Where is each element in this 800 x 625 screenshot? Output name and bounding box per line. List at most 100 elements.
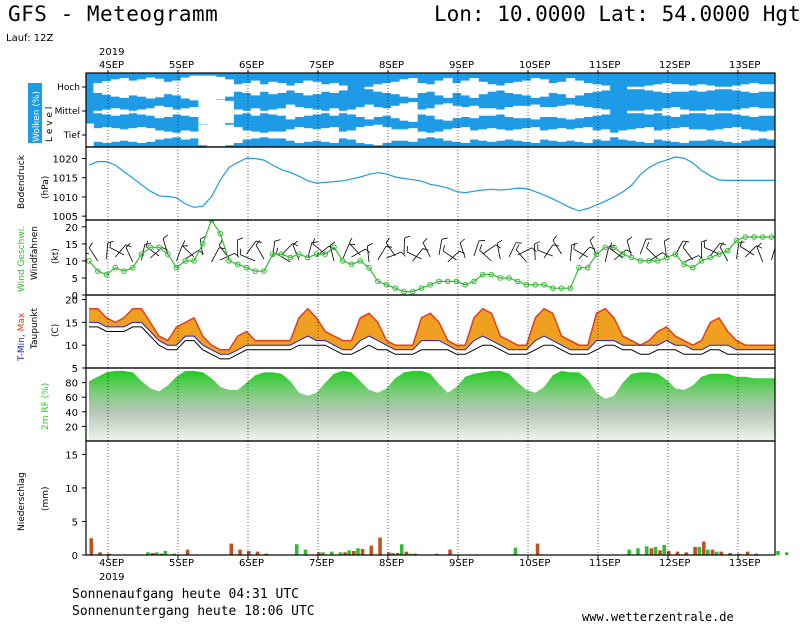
cloud-cell-mittel	[364, 104, 374, 120]
precip-bar-convective	[658, 550, 662, 555]
wind-speed-point	[234, 261, 241, 268]
wind-barb-feather	[292, 240, 298, 246]
cloud-cell-tief	[93, 128, 103, 142]
cloud-cell-hoch	[662, 83, 672, 93]
cloud-cell-mittel	[522, 105, 532, 119]
precip-bar-convective	[98, 552, 102, 555]
cloud-cell-hoch	[215, 76, 226, 100]
cloud-cell-mittel	[487, 108, 497, 116]
wind-speed-point	[348, 261, 355, 268]
cloud-cell-mittel	[154, 105, 164, 119]
wind-speed-point	[479, 271, 486, 278]
day-label-bottom: 10SEP	[519, 558, 550, 569]
cloud-cell-mittel	[338, 110, 348, 114]
precip-bar-large-scale	[434, 553, 439, 555]
wind-speed-point	[182, 258, 189, 264]
cloud-cell-mittel	[530, 104, 541, 120]
cloud-cell-tief	[259, 132, 269, 138]
cloud-cell-hoch	[434, 80, 444, 96]
day-label-bottom: 6SEP	[239, 558, 264, 569]
wind-barb-feather	[646, 242, 650, 248]
precip-bar-large-scale	[321, 552, 325, 555]
wind-speed-point	[252, 268, 259, 274]
precip-bar-large-scale	[303, 549, 308, 555]
cloud-cell-mittel	[434, 104, 444, 120]
cloud-cell-tief	[565, 129, 576, 141]
cloud-cell-tief	[425, 132, 436, 138]
wind-barb-feather	[234, 252, 240, 258]
cloud-cell-mittel	[705, 109, 716, 115]
cloud-axis-label: Wolken (%)	[32, 91, 42, 142]
wind-speed-point	[261, 268, 267, 274]
wind-barb-feather	[552, 235, 557, 241]
cloud-cell-hoch	[242, 83, 252, 93]
cloud-cell-hoch	[574, 80, 584, 96]
cloud-cell-hoch	[268, 81, 278, 95]
cloud-cell-tief	[688, 129, 698, 141]
wind-speed-point	[436, 278, 442, 285]
wind-speed-point	[226, 258, 232, 264]
precip-bar-large-scale	[706, 549, 710, 555]
cloud-cell-hoch	[399, 79, 409, 97]
cloud-cell-mittel	[285, 104, 296, 120]
cloud-cell-tief	[294, 127, 304, 143]
wind-barb	[744, 245, 757, 258]
precip-bar-convective	[728, 552, 732, 555]
day-label-top: 12SEP	[659, 60, 690, 71]
cloud-cell-mittel	[128, 110, 138, 114]
pressure-tick-label: 1020	[53, 155, 78, 166]
wind-speed-point	[138, 251, 145, 257]
cloud-cell-mittel	[425, 108, 436, 116]
temperature-axis-label: T-Min, Max	[17, 312, 27, 362]
wind-speed-point	[742, 234, 749, 240]
cloud-cell-hoch	[408, 78, 418, 98]
pressure-tick-label: 1015	[53, 174, 78, 185]
wind-barb	[578, 246, 591, 260]
wind-tick-label: 15	[65, 240, 78, 251]
humidity-area	[89, 370, 775, 441]
wind-barb-feather	[682, 241, 687, 248]
dewpoint-axis-label: Taupunkt	[30, 307, 40, 350]
cloud-cell-tief	[522, 128, 532, 142]
wind-barb-feather	[793, 248, 798, 251]
year-label-bottom: 2019	[99, 572, 124, 583]
cloud-cell-mittel	[242, 110, 252, 114]
source-url[interactable]: www.wetterzentrale.de	[582, 610, 734, 624]
cloud-cell-mittel	[548, 107, 558, 117]
cloud-cell-tief	[714, 129, 724, 141]
cloud-cell-tief	[776, 129, 785, 140]
wind-speed-point	[514, 278, 521, 285]
cloud-cell-mittel	[119, 109, 129, 115]
wind-barb-feather	[367, 242, 373, 247]
cloud-cell-mittel	[172, 109, 182, 115]
cloud-cell-tief	[539, 130, 549, 140]
cloud-cell-hoch	[548, 83, 558, 93]
cloud-cell-tief	[452, 128, 462, 142]
cloud-cell-mittel	[478, 108, 488, 116]
wind-speed-point	[619, 251, 626, 257]
cloud-cell-tief	[163, 131, 173, 139]
wind-barb	[349, 243, 361, 256]
cloud-cell-tief	[268, 131, 278, 139]
cloud-cell-tief	[233, 127, 243, 143]
cloud-cell-hoch	[110, 79, 121, 97]
precip-bar-convective	[247, 550, 251, 555]
precip-tick-label: 5	[72, 517, 78, 528]
temperature-range-area	[89, 308, 775, 355]
wind-speed-point	[366, 264, 372, 271]
wind-barb-feather	[794, 235, 799, 238]
cloud-cell-tief	[785, 132, 794, 139]
cloud-cell-mittel	[714, 110, 724, 114]
tmin-line	[89, 321, 775, 355]
cloud-cell-hoch	[530, 78, 541, 98]
cloud-cell-tief	[110, 128, 121, 142]
cloud-cell-tief	[460, 127, 471, 143]
day-label-top: 4SEP	[99, 60, 124, 71]
cloud-cell-hoch	[785, 87, 794, 89]
wind-speed-point	[191, 258, 197, 264]
wind-barb-feather	[589, 246, 596, 250]
precip-bar-convective	[535, 543, 540, 555]
wind-barb-feather	[777, 240, 779, 246]
day-label-bottom: 11SEP	[589, 558, 620, 569]
cloud-cell-tief	[215, 123, 226, 147]
